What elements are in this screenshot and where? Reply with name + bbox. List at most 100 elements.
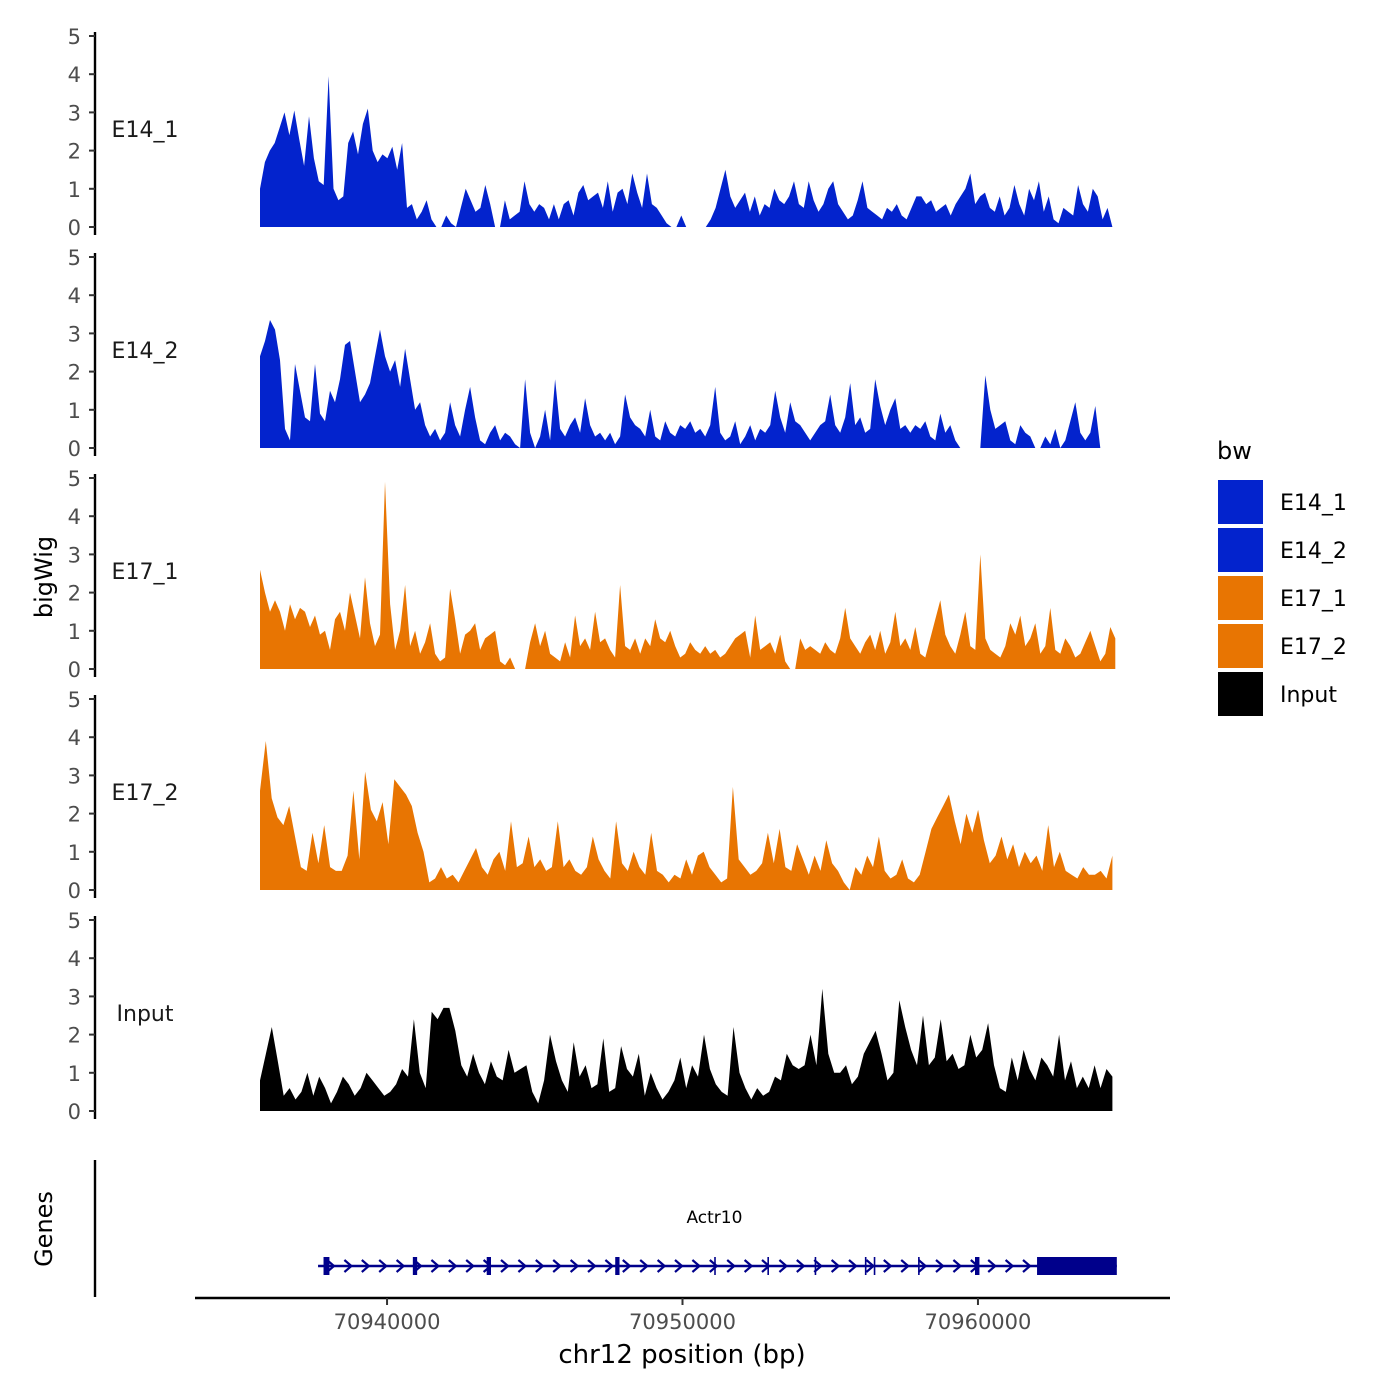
strand-chevron: [778, 1259, 789, 1273]
y-tick-label: 0: [68, 437, 81, 461]
strand-chevron: [587, 1259, 597, 1273]
track-label: E17_1: [112, 560, 179, 585]
y-tick-label: 4: [68, 63, 81, 87]
coverage-area-E17_1: [260, 481, 1116, 669]
strand-chevron: [830, 1259, 841, 1273]
strand-chevron: [1004, 1259, 1015, 1273]
legend-swatch-Input: [1218, 672, 1263, 716]
y-tick-label: 0: [68, 216, 81, 240]
strand-chevron: [883, 1259, 893, 1273]
strand-chevron: [848, 1259, 858, 1273]
coverage-area-E14_2: [260, 320, 1116, 448]
strand-chevron: [395, 1259, 406, 1273]
track-E17_1: 0 1 2 3 4 5 E17_1: [68, 467, 1116, 682]
y-tick-label: 3: [68, 322, 81, 346]
y-tick-label: 1: [68, 399, 81, 423]
x-tick-label: 70950000: [629, 1310, 736, 1334]
legend-swatch-E17_1: [1218, 576, 1263, 620]
track-label: E14_1: [112, 118, 179, 143]
strand-chevron: [900, 1259, 910, 1273]
strand-chevron: [674, 1259, 684, 1273]
track-label: Input: [117, 1002, 174, 1027]
strand-chevron: [465, 1259, 475, 1273]
strand-chevron: [343, 1259, 354, 1273]
y-tick-label: 4: [68, 505, 81, 529]
y-tick-label: 1: [68, 841, 81, 865]
y-tick-label: 5: [68, 467, 81, 491]
track-E14_1: 0 1 2 3 4 5 E14_1: [68, 25, 1113, 240]
legend-swatch-E14_1: [1218, 480, 1263, 524]
strand-chevron: [952, 1259, 963, 1273]
gene-exon: [1037, 1257, 1117, 1275]
y-tick-label: 2: [68, 361, 81, 385]
legend: bw E14_1 E14_2 E17_1 E17_2 Input: [1217, 437, 1347, 716]
y-tick-label: 4: [68, 726, 81, 750]
coverage-area-E14_1: [260, 76, 1113, 227]
gene-exon: [323, 1257, 330, 1275]
strand-chevron: [639, 1259, 649, 1273]
x-axis: 70940000 70950000 70960000: [195, 1296, 1170, 1334]
y-tick-label: 2: [68, 803, 81, 827]
coverage-area-Input: [260, 988, 1113, 1111]
legend-swatch-E17_2: [1218, 624, 1263, 668]
strand-chevron: [430, 1259, 441, 1273]
strand-chevron: [500, 1259, 510, 1273]
track-label: E17_2: [112, 781, 179, 806]
strand-chevron: [622, 1259, 632, 1273]
y-tick-label: 3: [68, 101, 81, 125]
legend-label-E17_2: E17_2: [1280, 635, 1347, 660]
strand-chevron: [569, 1259, 580, 1273]
y-tick-label: 3: [68, 985, 81, 1009]
strand-chevron: [517, 1259, 528, 1273]
y-tick-label: 1: [68, 1062, 81, 1086]
strand-chevron: [378, 1259, 388, 1273]
y-tick-label: 5: [68, 25, 81, 49]
track-E14_2: 0 1 2 3 4 5 E14_2: [68, 246, 1116, 461]
strand-chevron: [813, 1259, 823, 1273]
strand-chevron: [709, 1259, 719, 1273]
strand-chevron: [761, 1259, 771, 1273]
strand-chevron: [1022, 1259, 1032, 1273]
track-label: E14_2: [112, 339, 179, 364]
gene-exon: [975, 1257, 980, 1275]
strand-chevron: [361, 1259, 371, 1273]
strand-chevron: [448, 1259, 458, 1273]
y-tick-label: 3: [68, 764, 81, 788]
gene-exon: [487, 1257, 491, 1275]
legend-swatch-E14_2: [1218, 528, 1263, 572]
strand-chevron: [535, 1259, 545, 1273]
y-tick-label: 2: [68, 1024, 81, 1048]
y-tick-label: 1: [68, 620, 81, 644]
y-tick-label: 5: [68, 909, 81, 933]
gene-exon: [616, 1257, 620, 1275]
strand-chevron: [935, 1259, 945, 1273]
strand-chevron: [656, 1259, 667, 1273]
y-tick-label: 0: [68, 879, 81, 903]
y-tick-label: 3: [68, 543, 81, 567]
legend-label-Input: Input: [1280, 683, 1337, 708]
y-tick-label: 2: [68, 582, 81, 606]
legend-label-E14_2: E14_2: [1280, 539, 1347, 564]
legend-title: bw: [1217, 437, 1252, 465]
legend-label-E17_1: E17_1: [1280, 587, 1347, 612]
strand-chevron: [726, 1259, 736, 1273]
y-tick-label: 0: [68, 658, 81, 682]
gene-exon: [413, 1257, 418, 1275]
y-tick-label: 1: [68, 178, 81, 202]
track-Input: 0 1 2 3 4 5 Input: [68, 909, 1113, 1124]
strand-chevron: [691, 1259, 702, 1273]
gene-name-label: Actr10: [686, 1208, 742, 1228]
strand-chevron: [917, 1259, 928, 1273]
y-tick-label: 2: [68, 140, 81, 164]
strand-chevron: [987, 1259, 997, 1273]
track-E17_2: 0 1 2 3 4 5 E17_2: [68, 688, 1113, 903]
x-tick-label: 70940000: [334, 1310, 441, 1334]
coverage-area-E17_2: [260, 741, 1113, 890]
y-axis-title: bigWig: [30, 536, 58, 618]
x-axis-title: chr12 position (bp): [558, 1340, 805, 1370]
y-tick-label: 4: [68, 284, 81, 308]
genes-track: Actr10: [93, 1160, 1117, 1297]
x-tick-label: 70960000: [925, 1310, 1032, 1334]
strand-chevron: [604, 1259, 615, 1273]
